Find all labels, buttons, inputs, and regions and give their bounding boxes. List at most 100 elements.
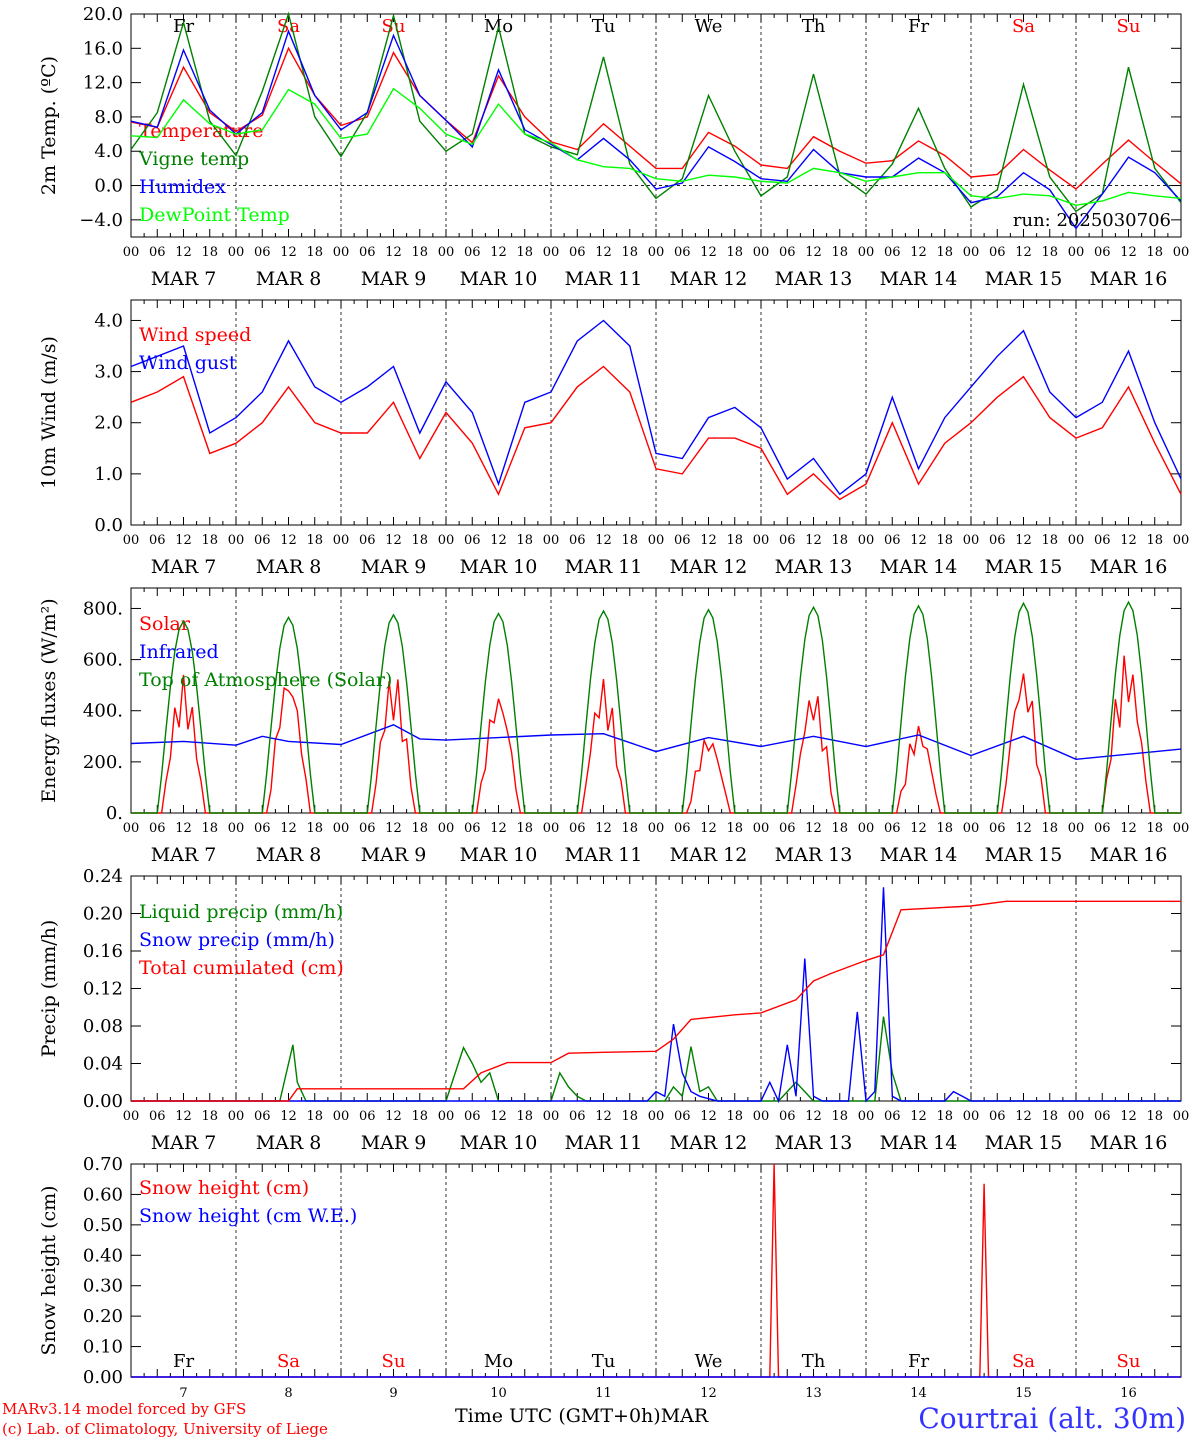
wind-hour-label: 00: [543, 533, 560, 548]
temperature-hour-label: 12: [1120, 245, 1137, 260]
wind-legend-entry: Wind gust: [139, 352, 237, 374]
energy-hour-label: 12: [490, 821, 507, 836]
temperature-hour-label: 12: [175, 245, 192, 260]
lab-credit: (c) Lab. of Climatology, University of L…: [2, 1420, 328, 1438]
snow-ytick-label: 0.70: [83, 1154, 123, 1175]
snow-ytick-label: 0.30: [83, 1276, 123, 1297]
precip-hour-label: 00: [228, 1109, 245, 1124]
precip-hour-label: 12: [1015, 1109, 1032, 1124]
temperature-hour-label: 18: [1146, 245, 1163, 260]
precip-date-label: MAR 7: [151, 1132, 217, 1154]
energy-hour-label: 00: [753, 821, 770, 836]
wind-hour-label: 12: [490, 533, 507, 548]
precip-hour-label: 18: [411, 1109, 428, 1124]
temperature-hour-label: 12: [490, 245, 507, 260]
wind-date-label: MAR 14: [880, 556, 958, 578]
wind-hour-label: 12: [700, 533, 717, 548]
temperature-date-label: MAR 11: [565, 268, 643, 290]
energy-date-label: MAR 15: [985, 844, 1063, 866]
wind-hour-label: 06: [674, 533, 691, 548]
precip-hour-label: 06: [149, 1109, 166, 1124]
temperature-weekday-label: Fr: [173, 16, 194, 37]
wind-hour-label: 00: [333, 533, 350, 548]
temperature-date-label: MAR 13: [775, 268, 853, 290]
precip-date-label: MAR 15: [985, 1132, 1063, 1154]
energy-hour-label: 18: [516, 821, 533, 836]
temperature-hour-label: 00: [333, 245, 350, 260]
wind-date-label: MAR 13: [775, 556, 853, 578]
energy-ytick-label: 800.: [83, 598, 123, 619]
temperature-ytick-label: 16.0: [83, 38, 123, 59]
wind-hour-label: 18: [201, 533, 218, 548]
precip-hour-label: 18: [516, 1109, 533, 1124]
temperature-hour-label: 12: [700, 245, 717, 260]
snow-day-number: 13: [805, 1386, 822, 1400]
energy-hour-label: 12: [805, 821, 822, 836]
temperature-hour-label: 18: [621, 245, 638, 260]
wind-panel: 0.0 1.0 2.0 3.0 4.0 10m Wind (m/s) 00 06 12 18 MAR…: [38, 299, 1189, 578]
precip-series-line-1: [131, 887, 1181, 1104]
temperature-weekday-label: We: [695, 16, 723, 37]
temperature-series-line-3: [130, 87, 1182, 207]
wind-hour-label: 18: [1041, 533, 1058, 548]
energy-hour-label: 18: [621, 821, 638, 836]
wind-legend-entry: Wind speed: [139, 324, 251, 346]
time-axis-month: MAR: [660, 1405, 709, 1427]
wind-hour-label: 18: [516, 533, 533, 548]
snow-weekday-label: Mo: [484, 1351, 513, 1372]
energy-hour-label: 18: [831, 821, 848, 836]
snow-day-number: 9: [389, 1386, 397, 1400]
precip-series-line-2: [131, 900, 1181, 1102]
precip-legend-entry: Snow precip (mm/h): [139, 929, 335, 951]
energy-hour-label: 06: [569, 821, 586, 836]
temperature-legend-entry: Humidex: [139, 176, 226, 198]
temperature-weekday-label: Su: [382, 16, 406, 37]
wind-hour-label: 12: [595, 533, 612, 548]
temperature-hour-label: 00: [1068, 245, 1085, 260]
temperature-hour-label: 00: [228, 245, 245, 260]
temperature-hour-label: 12: [1015, 245, 1032, 260]
meteogram-chart: 20.0 16.0 12.0 8.0 4.0 0.0 −4.0 2m Temp. (ºC) 00…: [38, 4, 1190, 1400]
energy-hour-label: 00: [1068, 821, 1085, 836]
energy-hour-label: 12: [1015, 821, 1032, 836]
wind-ytick-label: 2.0: [94, 413, 123, 434]
temperature-hour-label: 12: [910, 245, 927, 260]
wind-hour-label: 12: [385, 533, 402, 548]
temperature-hour-label: 06: [1094, 245, 1111, 260]
energy-date-label: MAR 13: [775, 844, 853, 866]
precip-hour-label: 18: [621, 1109, 638, 1124]
energy-hour-label: 06: [989, 821, 1006, 836]
snow-weekday-label: We: [695, 1351, 723, 1372]
wind-hour-label: 18: [411, 533, 428, 548]
precip-hour-label: 06: [989, 1109, 1006, 1124]
snow-day-number: 16: [1120, 1386, 1137, 1400]
snow-ytick-label: 0.60: [83, 1184, 123, 1205]
wind-hour-label: 00: [228, 533, 245, 548]
precip-date-label: MAR 10: [460, 1132, 538, 1154]
wind-hour-label: 00: [963, 533, 980, 548]
wind-hour-label: 18: [621, 533, 638, 548]
precip-hour-label: 00: [123, 1109, 140, 1124]
wind-hour-label: 06: [779, 533, 796, 548]
wind-date-label: MAR 8: [256, 556, 322, 578]
snow-ytick-label: 0.00: [83, 1367, 123, 1388]
temperature-date-label: MAR 15: [985, 268, 1063, 290]
energy-hour-label: 12: [175, 821, 192, 836]
temperature-date-label: MAR 8: [256, 268, 322, 290]
energy-hour-label: 00: [543, 821, 560, 836]
precip-hour-label: 18: [1146, 1109, 1163, 1124]
temperature-date-label: MAR 9: [361, 268, 427, 290]
temperature-hour-label: 00: [1173, 245, 1190, 260]
temperature-ytick-label: 20.0: [83, 4, 123, 25]
precip-hour-label: 06: [359, 1109, 376, 1124]
precip-hour-label: 00: [753, 1109, 770, 1124]
energy-hour-label: 06: [254, 821, 271, 836]
precip-hour-label: 18: [201, 1109, 218, 1124]
snow-day-number: 11: [595, 1386, 612, 1400]
precip-hour-label: 06: [1094, 1109, 1111, 1124]
temperature-hour-label: 18: [516, 245, 533, 260]
wind-ylabel: 10m Wind (m/s): [38, 336, 60, 489]
energy-hour-label: 00: [1173, 821, 1190, 836]
temperature-hour-label: 06: [149, 245, 166, 260]
precip-hour-label: 12: [385, 1109, 402, 1124]
